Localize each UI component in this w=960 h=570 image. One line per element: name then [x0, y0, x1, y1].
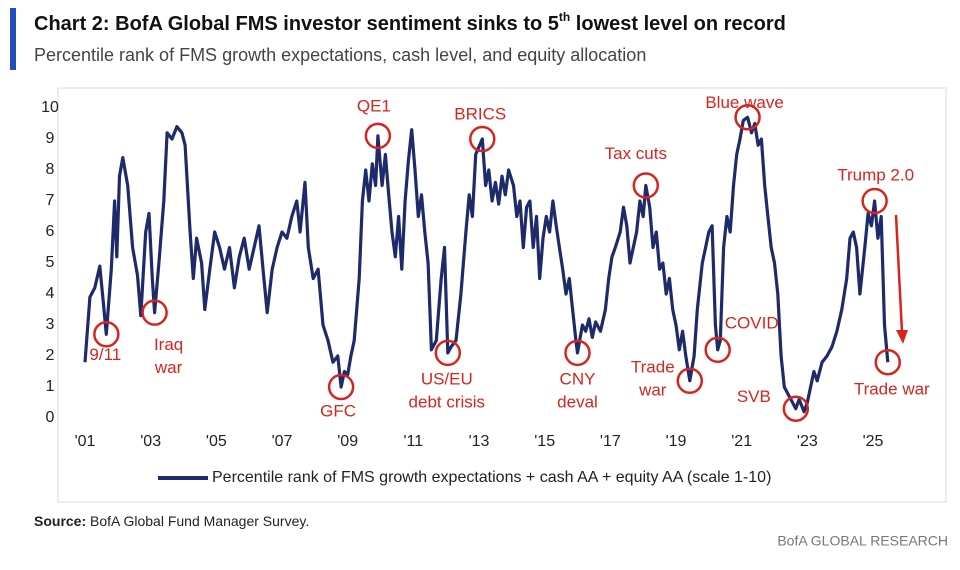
annotation-label: Blue wave [705, 93, 783, 112]
source-text: BofA Global Fund Manager Survey. [86, 513, 309, 529]
annotation-circle [782, 395, 810, 422]
annotation-label: CNY [560, 369, 596, 388]
annotation-circle [364, 122, 392, 150]
arrow-head [896, 330, 908, 344]
legend-label: Percentile rank of FMS growth expectatio… [212, 469, 771, 486]
annotation-circle [632, 172, 660, 199]
chart-subtitle: Percentile rank of FMS growth expectatio… [34, 45, 646, 65]
annotation-label: deval [557, 392, 598, 411]
annotation-circle [874, 348, 902, 376]
x-tick-label: '05 [206, 433, 227, 450]
x-tick-label: '23 [797, 433, 818, 450]
annotation-circle [564, 339, 591, 367]
annotation-label: GFC [320, 401, 356, 420]
title-sup: th [559, 10, 570, 24]
title-accent [10, 8, 16, 70]
x-tick-label: '19 [666, 433, 687, 450]
annotation-label: QE1 [357, 96, 391, 115]
annotation-label: US/EU [421, 369, 473, 388]
annotation-label: Tax cuts [605, 144, 667, 163]
annotation-label: debt crisis [409, 392, 486, 411]
annotation-label: 9/11 [89, 345, 121, 364]
source: Source: BofA Global Fund Manager Survey. [34, 513, 309, 529]
x-tick-label: '09 [337, 433, 358, 450]
annotation-label: BRICS [454, 104, 506, 123]
annotation-label: war [638, 380, 667, 399]
y-tick-label: 10 [41, 99, 59, 116]
y-tick-label: 9 [46, 130, 55, 147]
annotation-label: Iraq [154, 335, 183, 354]
title-main: Chart 2: BofA Global FMS investor sentim… [34, 13, 559, 35]
y-tick-label: 7 [46, 192, 55, 209]
y-tick-label: 3 [46, 316, 55, 333]
annotation-circle [734, 104, 761, 131]
chart-title: Chart 2: BofA Global FMS investor sentim… [34, 10, 786, 35]
y-tick-label: 1 [46, 378, 55, 395]
annotation-circle [93, 321, 120, 348]
x-tick-label: '25 [863, 433, 884, 450]
annotation-circle [141, 299, 168, 326]
brand: BofA GLOBAL RESEARCH [777, 533, 948, 549]
annotation-label: war [154, 358, 183, 377]
annotation-circle [676, 367, 704, 395]
annotation-circle [861, 187, 888, 215]
annotation-circle [327, 373, 355, 401]
annotation-label: SVB [737, 387, 771, 406]
x-tick-label: '11 [403, 433, 423, 450]
annotation-label: Trade [631, 357, 675, 376]
annotation-circle [704, 336, 731, 364]
x-tick-label: '21 [731, 433, 752, 450]
title-end: lowest level on record [570, 13, 786, 35]
annotation-label: Trade war [854, 380, 930, 399]
x-tick-label: '03 [140, 433, 161, 450]
chart-frame [57, 87, 947, 503]
annotation-circle [469, 125, 496, 153]
x-tick-label: '15 [534, 433, 555, 450]
x-tick-label: '01 [75, 433, 96, 450]
x-tick-label: '17 [600, 433, 621, 450]
x-tick-label: '07 [272, 433, 293, 450]
arrow [894, 214, 904, 333]
annotation-label: COVID [725, 313, 779, 332]
y-tick-label: 8 [46, 161, 55, 178]
annotation-circle [434, 339, 462, 367]
source-label: Source: [34, 513, 86, 529]
y-tick-label: 0 [46, 409, 55, 426]
y-tick-label: 4 [46, 285, 55, 302]
annotation-label: Trump 2.0 [837, 165, 914, 184]
y-tick-label: 2 [46, 347, 55, 364]
x-tick-label: '13 [469, 433, 490, 450]
series-line [83, 115, 890, 414]
y-tick-label: 5 [46, 254, 55, 271]
y-tick-label: 6 [46, 223, 55, 240]
